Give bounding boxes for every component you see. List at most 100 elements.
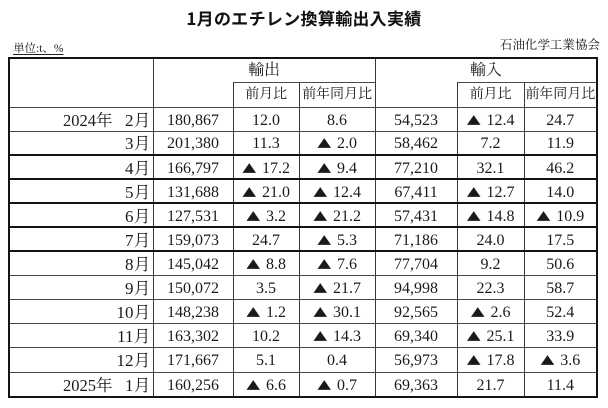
row-month: 10月	[116, 299, 151, 323]
table-row: 6月 127,531 ▲ 3.2 ▲ 21.2 57,431 ▲ 14.8 ▲ …	[8, 202, 598, 228]
import-yoy-cell: 52.4	[523, 298, 598, 324]
export-mom-cell: 5.1	[232, 346, 300, 373]
row-label-cell: 3月	[8, 130, 154, 156]
import-value-cell: 77,704	[374, 250, 458, 276]
export-value-cell: 127,531	[152, 202, 234, 228]
table-row: 2024年 2月 180,867 12.0 8.6 54,523 ▲ 12.4 2…	[8, 106, 598, 132]
export-mom-cell: ▲ 6.6	[232, 371, 300, 398]
header-export-value-cell	[152, 82, 234, 108]
export-value-cell: 180,867	[152, 106, 234, 132]
import-value-cell: 71,186	[374, 226, 458, 252]
import-value-cell: 69,363	[374, 371, 458, 398]
export-mom-cell: 24.7	[232, 226, 300, 252]
export-mom-cell: ▲ 1.2	[232, 298, 300, 324]
import-mom-cell: 22.3	[456, 274, 525, 300]
export-yoy-cell: ▲ 9.4	[298, 154, 376, 180]
table-row: 8月 145,042 ▲ 8.8 ▲ 7.6 77,704 9.2 50.6	[8, 250, 598, 276]
row-label-cell: 7月	[8, 226, 154, 252]
row-year: 2024年	[63, 107, 113, 131]
export-value-cell: 150,072	[152, 274, 234, 300]
export-yoy-cell: ▲ 14.3	[298, 322, 376, 348]
import-value-cell: 56,973	[374, 346, 458, 373]
row-month: 12月	[116, 347, 151, 371]
export-yoy-cell: 0.4	[298, 346, 376, 373]
import-value-cell: 58,462	[374, 130, 458, 156]
export-yoy-cell: 8.6	[298, 106, 376, 132]
organization-label: 石油化学工業協会	[499, 35, 600, 53]
import-mom-cell: ▲ 14.8	[456, 202, 525, 228]
import-value-cell: 69,340	[374, 322, 458, 348]
export-value-cell: 159,073	[152, 226, 234, 252]
table-row: 10月 148,238 ▲ 1.2 ▲ 30.1 92,565 ▲ 2.6 52…	[8, 298, 598, 324]
export-yoy-cell: ▲ 30.1	[298, 298, 376, 324]
header-corner-cell	[8, 57, 154, 108]
export-yoy-cell: ▲ 0.7	[298, 371, 376, 398]
import-mom-cell: 32.1	[456, 154, 525, 180]
export-value-cell: 160,256	[152, 371, 234, 398]
header-sub-row: 前月比 前年同月比 前月比 前年同月比	[9, 81, 598, 108]
import-yoy-cell: 14.0	[523, 178, 598, 204]
table-row: 9月 150,072 3.5 ▲ 21.7 94,998 22.3 58.7	[8, 274, 598, 300]
export-mom-cell: ▲ 3.2	[232, 202, 300, 228]
export-mom-cell: 3.5	[232, 274, 300, 300]
import-value-cell: 67,411	[374, 178, 458, 204]
row-year: 2025年	[63, 372, 113, 396]
row-label-cell: 5月	[8, 178, 154, 204]
import-mom-cell: ▲ 2.6	[456, 298, 525, 324]
export-yoy-cell: ▲ 21.2	[298, 202, 376, 228]
row-label-cell: 2024年 2月	[8, 106, 154, 132]
export-yoy-cell: ▲ 2.0	[298, 130, 376, 156]
row-label-cell: 6月	[8, 202, 154, 228]
import-yoy-cell: 33.9	[523, 322, 598, 348]
row-label-cell: 8月	[8, 250, 154, 276]
import-mom-cell: 7.2	[456, 130, 525, 156]
header-import-yoy: 前年同月比	[523, 81, 598, 108]
header-import-mom: 前月比	[456, 81, 525, 108]
import-mom-cell: 21.7	[456, 371, 525, 398]
import-value-cell: 92,565	[374, 298, 458, 324]
import-yoy-cell: ▲ 3.6	[523, 346, 598, 373]
import-yoy-cell: ▲ 10.9	[523, 202, 598, 228]
row-label-cell: 9月	[8, 274, 154, 300]
header-group-row: 輸出 輸入	[8, 57, 598, 108]
header-import-value-cell	[374, 82, 458, 108]
import-mom-cell: 9.2	[456, 250, 525, 276]
import-mom-cell: ▲ 25.1	[456, 322, 525, 348]
import-yoy-cell: 24.7	[523, 106, 598, 132]
export-mom-cell: ▲ 17.2	[232, 154, 300, 180]
row-month: 6月	[125, 203, 151, 227]
table-row: 2025年 1月 160,256 ▲ 6.6 ▲ 0.7 69,363 21.7 …	[8, 371, 598, 398]
table-row: 3月 201,380 11.3 ▲ 2.0 58,462 7.2 11.9	[8, 130, 598, 156]
export-value-cell: 166,797	[152, 154, 234, 180]
row-label-cell: 2025年 1月	[8, 371, 154, 398]
row-month: 11月	[117, 323, 151, 347]
import-yoy-cell: 58.7	[523, 274, 598, 300]
row-month: 8月	[125, 251, 151, 275]
import-value-cell: 54,523	[374, 106, 458, 132]
import-yoy-cell: 46.2	[523, 154, 598, 180]
table-row: 11月 163,302 10.2 ▲ 14.3 69,340 ▲ 25.1 33…	[8, 322, 598, 348]
row-label-cell: 12月	[8, 346, 154, 373]
unit-label: 単位:t、%	[13, 40, 64, 56]
header-export-yoy: 前年同月比	[298, 81, 376, 108]
export-mom-cell: 12.0	[232, 106, 300, 132]
header-export-group: 輸出	[152, 57, 376, 82]
row-month: 7月	[125, 227, 151, 251]
table-row: 7月 159,073 24.7 ▲ 5.3 71,186 24.0 17.5	[8, 226, 598, 252]
export-mom-cell: ▲ 8.8	[232, 250, 300, 276]
import-value-cell: 57,431	[374, 202, 458, 228]
export-value-cell: 145,042	[152, 250, 234, 276]
export-value-cell: 201,380	[152, 130, 234, 156]
import-yoy-cell: 50.6	[523, 250, 598, 276]
table-row: 4月 166,797 ▲ 17.2 ▲ 9.4 77,210 32.1 46.2	[8, 154, 598, 180]
import-mom-cell: 24.0	[456, 226, 525, 252]
export-yoy-cell: ▲ 7.6	[298, 250, 376, 276]
row-label-cell: 10月	[8, 298, 154, 324]
row-month: 5月	[125, 179, 151, 203]
table-row: 12月 171,667 5.1 0.4 56,973 ▲ 17.8 ▲ 3.6	[8, 346, 598, 373]
export-yoy-cell: ▲ 21.7	[298, 274, 376, 300]
row-label-cell: 11月	[8, 322, 154, 348]
table-row: 5月 131,688 ▲ 21.0 ▲ 12.4 67,411 ▲ 12.7 1…	[8, 178, 598, 204]
export-yoy-cell: ▲ 5.3	[298, 226, 376, 252]
